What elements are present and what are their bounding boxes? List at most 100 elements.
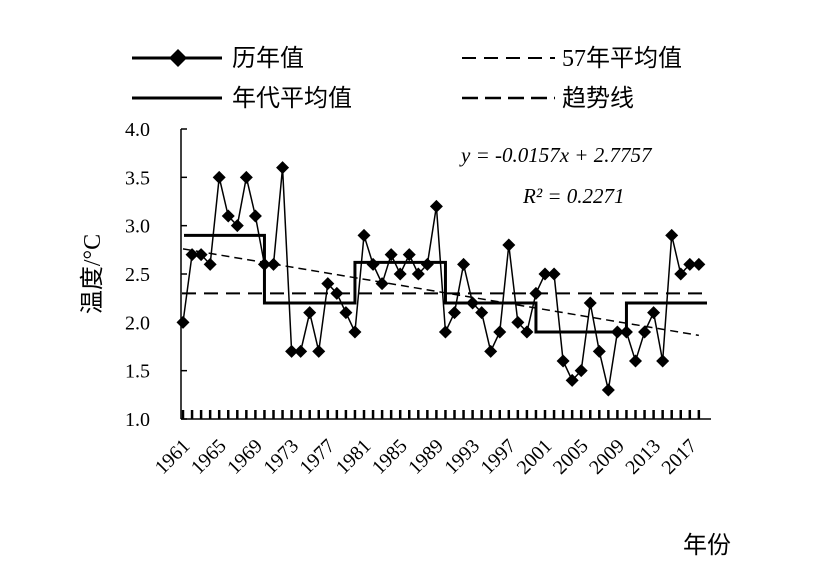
y-tick-label: 2.0 (125, 312, 150, 334)
annual-data-point (239, 170, 253, 184)
annual-data-point (629, 354, 642, 368)
annual-data-point (257, 257, 271, 271)
annual-data-point (547, 267, 561, 281)
annual-data-point (221, 209, 235, 223)
annual-data-point (248, 209, 262, 223)
x-tick-label: 2001 (513, 435, 557, 479)
y-tick-label: 1.5 (125, 361, 150, 383)
legend-decadal: 年代平均值 (132, 85, 352, 112)
annual-data-point (393, 267, 407, 281)
x-tick-label: 2013 (621, 435, 665, 479)
annual-data-point (592, 344, 606, 358)
annual-data-point (203, 257, 217, 271)
annual-data-point (520, 325, 534, 339)
x-tick-label: 1973 (259, 435, 303, 479)
annual-data-point (285, 344, 299, 358)
annual-data-point (656, 354, 670, 368)
annual-data-point (357, 228, 371, 242)
x-tick-label: 1981 (332, 435, 376, 479)
annual-data-point (230, 219, 244, 233)
annual-data-point (674, 267, 688, 281)
annual-data-point (601, 383, 615, 397)
annual-data-point (330, 286, 344, 300)
x-tick-label: 2009 (585, 435, 629, 479)
annual-data-point (502, 238, 516, 252)
x-tick-label: 1961 (151, 435, 195, 479)
y-tick-label: 3.5 (125, 167, 150, 189)
annual-data-point (420, 257, 434, 271)
annual-data-point (610, 325, 624, 339)
legend-annual: 历年值 (132, 45, 304, 72)
annual-data-point (339, 306, 353, 320)
annual-data-point (493, 325, 507, 339)
x-tick-label: 1977 (295, 435, 339, 479)
annual-data-point (348, 325, 362, 339)
annual-data-point (411, 267, 425, 281)
x-tick-label: 2017 (657, 435, 701, 479)
annual-data-point (429, 199, 443, 213)
x-tick-label: 1997 (476, 435, 520, 479)
annual-data-point (366, 257, 380, 271)
annual-data-point (438, 325, 452, 339)
annual-data-point (511, 315, 525, 329)
annual-data-point (303, 306, 317, 320)
annual-data-point (683, 257, 697, 271)
annual-data-point (276, 161, 290, 175)
regression-equation: y = -0.0157x + 2.7757 (459, 143, 653, 167)
annual-data-point (384, 248, 398, 262)
legend: 历年值 57年平均值 年代平均值 趋势线 (132, 45, 682, 112)
annual-data-point (638, 325, 652, 339)
annual-data-point (294, 344, 308, 358)
annual-data-point (402, 248, 416, 262)
annual-data-point (321, 277, 335, 291)
annual-data-point (692, 257, 706, 271)
x-tick-label: 1993 (440, 435, 484, 479)
annual-data-point (574, 364, 588, 378)
annual-data-point (583, 296, 597, 310)
annual-data-point (538, 267, 552, 281)
y-tick-label: 3.0 (125, 216, 150, 238)
x-tick-label: 1969 (223, 435, 267, 479)
annual-data-point (375, 277, 389, 291)
annual-data-point (565, 373, 579, 387)
y-ticks: 4.0 3.5 3.0 2.5 2.0 1.5 1.0 (125, 119, 187, 431)
annual-data-point (312, 344, 326, 358)
legend-trend-label: 趋势线 (562, 85, 634, 112)
annual-data-point (647, 306, 661, 320)
annual-data-point (556, 354, 570, 368)
annual-data-point (529, 286, 543, 300)
legend-trend: 趋势线 (462, 85, 634, 112)
y-tick-label: 4.0 (125, 119, 150, 141)
annual-data-point (448, 306, 461, 320)
annual-data-point (457, 257, 471, 271)
y-axis-label: 温度/°C (79, 234, 106, 314)
annual-data-point (185, 248, 199, 262)
legend-mean57: 57年平均值 (462, 45, 682, 72)
x-tick-label: 1965 (187, 435, 231, 479)
x-tick-labels: 1961196519691973197719811985198919931997… (151, 435, 702, 479)
annual-data-point (194, 248, 208, 262)
legend-mean57-label: 57年平均值 (562, 45, 682, 72)
annual-data-point (475, 306, 489, 320)
annual-data-point (212, 170, 226, 184)
r-squared: R² = 0.2271 (522, 184, 625, 208)
x-ticks (181, 410, 701, 419)
legend-annual-label: 历年值 (232, 45, 304, 72)
x-axis-label: 年份 (683, 532, 731, 559)
y-tick-label: 2.5 (125, 264, 150, 286)
annual-data-point (665, 228, 679, 242)
annual-data-point (484, 344, 498, 358)
x-tick-label: 1989 (404, 435, 448, 479)
annual-data-point (619, 325, 633, 339)
annual-data-point (466, 296, 480, 310)
x-tick-label: 1985 (368, 435, 412, 479)
x-tick-label: 2005 (549, 435, 593, 479)
annual-data-point (176, 315, 190, 329)
annual-markers (176, 161, 706, 397)
annual-data-point (267, 257, 280, 271)
legend-decadal-label: 年代平均值 (232, 85, 352, 112)
trend-line (182, 248, 699, 337)
y-tick-label: 1.0 (125, 409, 150, 431)
